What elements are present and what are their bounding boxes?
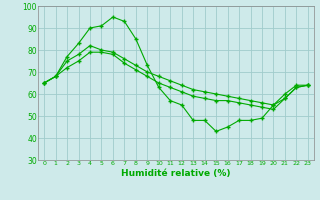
X-axis label: Humidité relative (%): Humidité relative (%) bbox=[121, 169, 231, 178]
